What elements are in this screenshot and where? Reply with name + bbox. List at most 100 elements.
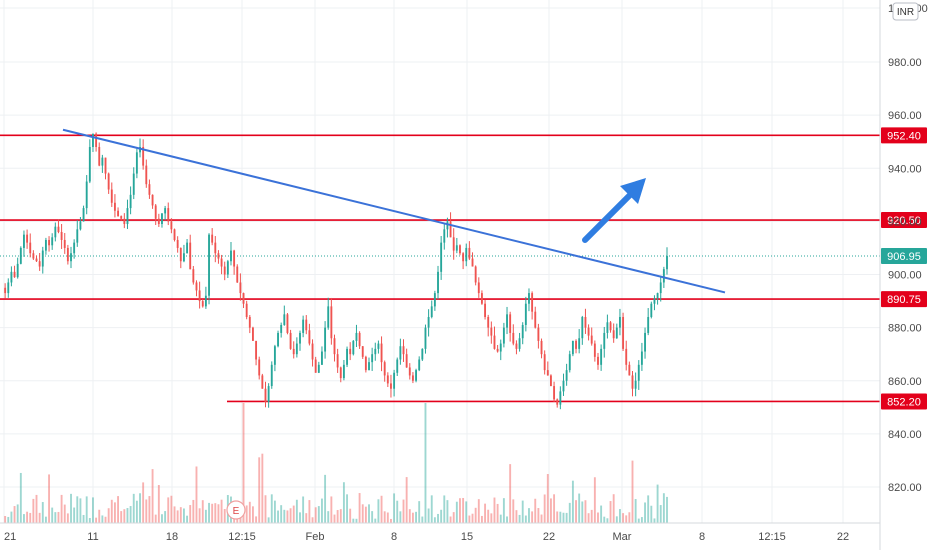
- volume-bar: [286, 510, 289, 523]
- volume-bar: [571, 480, 574, 523]
- candle-body: [327, 306, 330, 328]
- volume-bar: [76, 496, 79, 523]
- candle-body: [468, 247, 471, 259]
- volume-bar: [4, 515, 7, 523]
- candle-body: [233, 250, 236, 267]
- volume-bar: [471, 513, 474, 523]
- candle-body: [393, 372, 396, 389]
- candle-body: [368, 362, 370, 371]
- candle-body: [88, 147, 91, 182]
- volume-bar: [468, 515, 471, 523]
- candle-body: [217, 253, 220, 259]
- volume-bar: [606, 518, 609, 523]
- volume-bar: [44, 516, 47, 523]
- candle-body: [430, 306, 433, 317]
- candle-body: [7, 282, 10, 294]
- volume-bar: [189, 505, 192, 523]
- volume-bar: [430, 495, 433, 523]
- candle-body: [261, 375, 264, 389]
- candle-body: [220, 258, 223, 267]
- volume-bar: [192, 499, 195, 523]
- y-tick-label: 900.00: [888, 270, 922, 282]
- volume-bar: [308, 500, 311, 523]
- volume-bar: [546, 474, 549, 523]
- volume-bar: [113, 502, 116, 523]
- candle-body: [593, 343, 596, 357]
- candle-body: [101, 157, 104, 166]
- volume-bar: [393, 493, 396, 523]
- volume-bar: [208, 502, 210, 523]
- candle-body: [499, 343, 502, 352]
- volume-bar: [204, 509, 207, 523]
- candle-body: [123, 218, 126, 225]
- candle-body: [336, 354, 339, 368]
- volume-bar: [176, 510, 179, 523]
- volume-bar: [549, 498, 552, 523]
- candle-body: [23, 234, 25, 248]
- candle-body: [19, 247, 22, 264]
- volume-bar: [509, 464, 512, 523]
- y-tick-label: 860.00: [888, 376, 922, 388]
- candle-body: [208, 234, 210, 296]
- volume-bar: [339, 509, 342, 523]
- volume-bar: [38, 512, 41, 523]
- volume-bar: [245, 505, 248, 523]
- volume-bar: [358, 493, 361, 523]
- volume-bar: [324, 474, 327, 523]
- x-tick-label: Mar: [613, 531, 632, 543]
- volume-bar: [631, 460, 634, 523]
- volume-bar: [487, 509, 490, 523]
- candle-body: [455, 245, 458, 251]
- volume-bar: [330, 496, 333, 523]
- candle-body: [531, 293, 534, 312]
- level-price-label: 852.20: [887, 396, 921, 408]
- candle-body: [502, 327, 505, 344]
- candle-body: [145, 165, 148, 185]
- volume-bar: [578, 493, 581, 523]
- volume-bar: [531, 511, 534, 523]
- candle-body: [644, 332, 646, 352]
- candle-body: [157, 218, 160, 225]
- volume-bar: [565, 512, 568, 523]
- volume-bar: [164, 511, 167, 523]
- candle-body: [32, 253, 35, 259]
- volume-bar: [154, 514, 157, 523]
- volume-bar: [277, 510, 279, 523]
- candle-body: [54, 226, 57, 238]
- earnings-marker-label: E: [233, 506, 240, 517]
- candle-body: [528, 293, 530, 304]
- volume-bar: [220, 499, 223, 523]
- volume-bar: [302, 496, 305, 523]
- candle-body: [549, 375, 552, 387]
- volume-bar: [597, 512, 599, 523]
- candle-body: [63, 239, 66, 248]
- candle-body: [51, 237, 54, 246]
- volume-bar: [145, 499, 148, 523]
- volume-bar: [346, 494, 348, 523]
- volume-bar: [355, 518, 358, 523]
- volume-bar: [92, 497, 94, 523]
- volume-bar: [85, 496, 88, 523]
- volume-bar: [126, 508, 129, 523]
- volume-bar: [650, 505, 653, 523]
- level-price-tag: [881, 127, 927, 144]
- candles: [4, 132, 668, 410]
- candle-body: [239, 282, 242, 294]
- candle-body: [151, 194, 154, 206]
- last-price-tag: [881, 248, 927, 265]
- level-price-label: 920.50: [887, 215, 921, 227]
- candle-body: [95, 133, 98, 147]
- volume-bar: [195, 466, 198, 523]
- last-price-label: 906.95: [887, 251, 921, 263]
- volume-bar: [66, 513, 69, 523]
- candle-body: [377, 343, 380, 349]
- arrow-head-icon: [620, 178, 646, 204]
- volume-bar: [521, 500, 524, 523]
- candle-body: [534, 311, 537, 328]
- y-tick-label: 980.00: [888, 57, 922, 69]
- volume-bar: [612, 494, 615, 523]
- volume-bar: [518, 514, 521, 523]
